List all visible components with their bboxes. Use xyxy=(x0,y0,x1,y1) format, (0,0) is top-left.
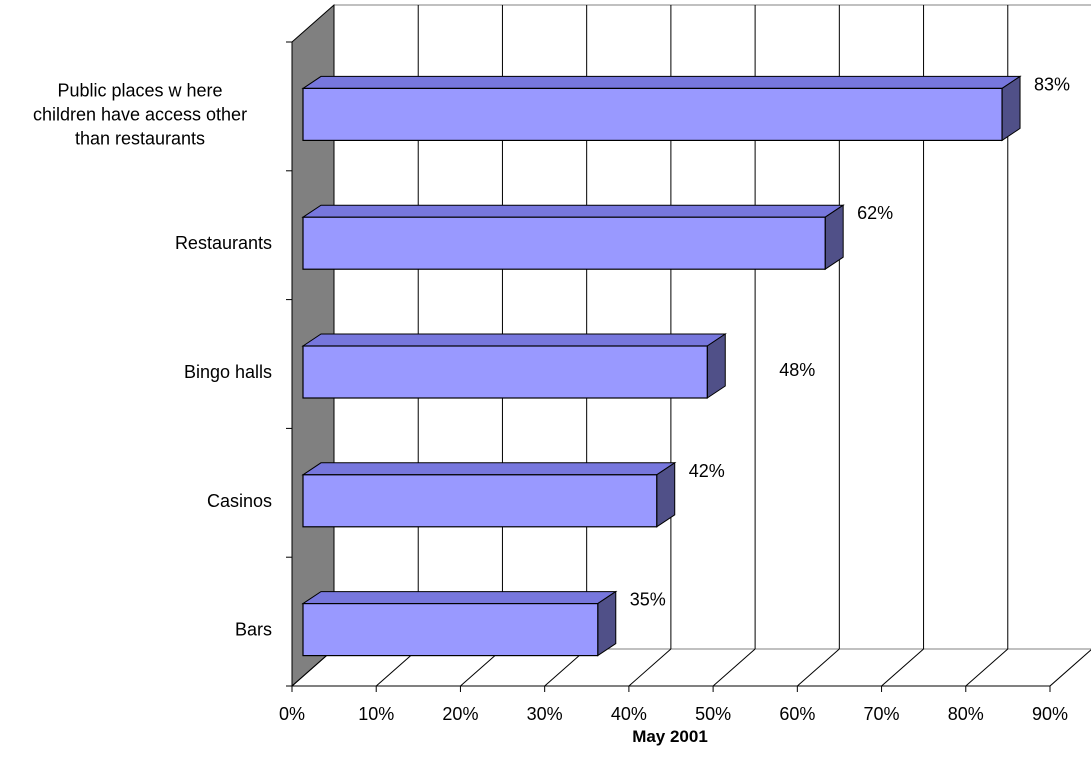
floor-gridline xyxy=(881,648,924,687)
bar-side-face xyxy=(824,204,844,271)
category-label: children have access other xyxy=(33,104,247,124)
x-tick-label: 40% xyxy=(611,704,647,724)
category-label: Public places w here xyxy=(57,80,222,100)
bar-side-face xyxy=(1001,75,1021,142)
bar-top-face xyxy=(301,75,1022,89)
floor-gridline xyxy=(712,648,756,687)
bar xyxy=(302,474,658,528)
floor-gridline xyxy=(965,648,1009,687)
x-tick-label: 30% xyxy=(527,704,563,724)
bar xyxy=(302,87,1003,142)
category-label: Bars xyxy=(235,620,272,640)
bar-side-face xyxy=(656,461,676,528)
x-tick-label: 80% xyxy=(948,704,984,724)
x-tick-label: 0% xyxy=(279,704,305,724)
bar-top-face xyxy=(301,591,618,605)
bar-top-face xyxy=(301,204,845,218)
x-tick-label: 60% xyxy=(779,704,815,724)
x-tick-label: 70% xyxy=(864,704,900,724)
bar-top-face xyxy=(301,462,677,476)
bars xyxy=(301,75,1022,657)
data-label: 35% xyxy=(630,590,666,610)
data-label: 48% xyxy=(779,360,815,380)
data-label: 42% xyxy=(689,461,725,481)
data-label: 62% xyxy=(857,203,893,223)
bar xyxy=(302,345,708,399)
bar-side-face xyxy=(597,590,617,657)
data-label: 83% xyxy=(1034,74,1070,94)
x-axis-title: May 2001 xyxy=(632,727,708,746)
bar-side-face xyxy=(706,333,726,399)
x-tick-label: 20% xyxy=(442,704,478,724)
bar-top-face xyxy=(301,333,727,347)
x-tick-label: 90% xyxy=(1032,704,1068,724)
x-tick-label: 10% xyxy=(358,704,394,724)
category-label: than restaurants xyxy=(75,128,205,148)
bar xyxy=(302,602,599,657)
category-label: Bingo halls xyxy=(184,362,272,382)
category-label: Casinos xyxy=(207,491,272,511)
axes xyxy=(286,41,1051,692)
floor-gridline xyxy=(628,648,672,687)
bar xyxy=(302,216,826,270)
x-tick-label: 50% xyxy=(695,704,731,724)
floor-gridline xyxy=(797,648,840,687)
category-label: Restaurants xyxy=(175,233,272,253)
floor-gridline xyxy=(1049,649,1091,687)
labels: 0% 10% 20% 30% 40% 50% 60% 70% 80% 90% 83% Public p… xyxy=(33,74,1070,724)
